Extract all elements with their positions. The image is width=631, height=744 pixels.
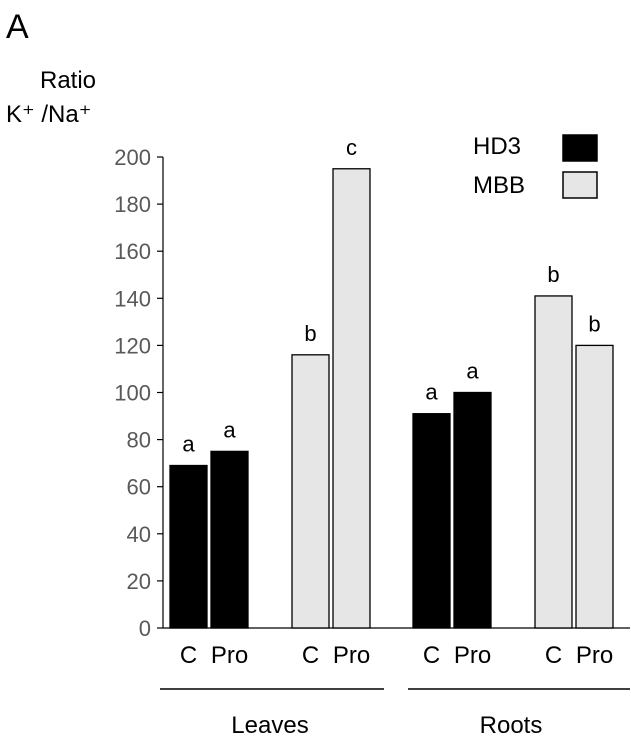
y-tick-label: 100 [114,381,151,406]
y-tick-label: 20 [127,569,151,594]
category-label: C [180,642,197,669]
y-tick-label: 40 [127,522,151,547]
group-label-leaves: Leaves [231,712,308,739]
y-tick-label: 60 [127,475,151,500]
y-tick-label: 140 [114,286,151,311]
y-tick-label: 0 [139,616,151,641]
bar-leaves-hd3-c [169,464,208,629]
y-tick-label: 200 [114,145,151,170]
panel-label: A [6,8,29,46]
bars: a Ca Pro b Cc Pro a Ca Pro b Cb Pro [169,135,614,669]
category-label: Pro [454,642,491,669]
significance-letter: a [466,359,479,384]
category-label: C [302,642,319,669]
bar-leaves-mbb-c [291,354,330,629]
significance-letter: b [588,311,600,336]
legend: HD3 MBB [473,133,598,199]
significance-letter: b [304,321,316,346]
group-label-roots: Roots [480,712,543,739]
bar-roots-mbb-c [534,295,573,629]
y-axis-title-line2: K⁺ /Na⁺ [6,101,91,128]
bar-roots-hd3-c [412,413,451,629]
category-label: C [423,642,440,669]
category-label: Pro [333,642,370,669]
y-axis: 0 20 40 60 80 100 120 140 160 180 200 [114,145,630,641]
bar-roots-hd3-pro [453,391,492,629]
bar-leaves-mbb-pro [332,168,371,629]
bar-roots-mbb-pro [575,344,614,629]
significance-letter: a [182,432,195,457]
category-label: C [545,642,562,669]
legend-swatch-hd3 [562,134,598,162]
significance-letter: c [346,135,357,160]
category-label: Pro [576,642,613,669]
legend-label-hd3: HD3 [473,133,521,160]
y-tick-label: 120 [114,333,151,358]
y-tick-label: 80 [127,428,151,453]
legend-label-mbb: MBB [473,172,525,199]
significance-letter: b [547,262,559,287]
significance-letter: a [425,380,438,405]
y-tick-label: 180 [114,192,151,217]
y-tick-label: 160 [114,239,151,264]
bar-leaves-hd3-pro [210,450,249,629]
legend-swatch-mbb [562,171,598,199]
y-axis-title-line1: Ratio [40,67,96,94]
significance-letter: a [223,417,236,442]
category-label: Pro [211,642,248,669]
group-lines: Leaves Roots [160,688,630,739]
